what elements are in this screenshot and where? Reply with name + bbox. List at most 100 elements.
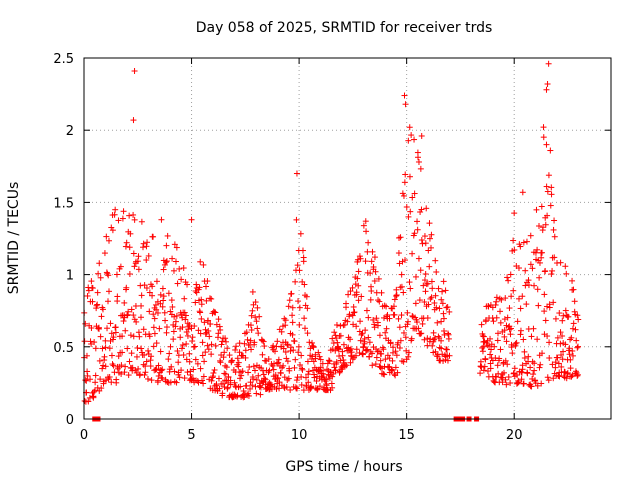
data-point xyxy=(400,329,407,336)
data-point xyxy=(173,244,180,251)
data-point xyxy=(233,343,240,350)
data-point xyxy=(295,343,302,350)
data-point xyxy=(508,341,515,348)
data-point xyxy=(524,369,531,376)
data-point xyxy=(247,322,254,329)
data-point xyxy=(151,330,158,337)
data-point xyxy=(545,377,552,384)
data-point xyxy=(270,342,277,349)
data-point xyxy=(343,362,350,369)
data-point xyxy=(409,250,416,257)
data-point xyxy=(546,301,553,308)
data-point xyxy=(245,390,252,397)
data-point xyxy=(518,376,525,383)
data-point xyxy=(515,295,522,302)
data-point xyxy=(97,274,104,281)
data-point xyxy=(505,277,512,284)
data-point xyxy=(349,312,356,319)
data-point xyxy=(352,352,359,359)
data-point xyxy=(512,340,519,347)
data-point xyxy=(568,373,575,380)
data-point xyxy=(438,337,445,344)
data-point xyxy=(387,339,394,346)
data-point xyxy=(328,380,335,387)
data-point xyxy=(360,222,367,229)
data-point xyxy=(102,377,109,384)
data-point xyxy=(497,346,504,353)
data-point xyxy=(211,366,218,373)
data-point xyxy=(98,313,105,320)
data-point xyxy=(436,344,443,351)
data-point xyxy=(545,172,552,179)
data-point xyxy=(438,345,445,352)
data-point xyxy=(345,291,352,298)
data-point xyxy=(370,264,377,271)
data-point xyxy=(414,226,421,233)
data-point xyxy=(400,289,407,296)
data-point xyxy=(301,281,308,288)
data-point xyxy=(390,344,397,351)
data-point xyxy=(380,346,387,353)
data-point xyxy=(161,261,168,268)
data-point xyxy=(332,332,339,339)
data-point xyxy=(497,308,504,315)
data-point xyxy=(238,372,245,379)
data-point xyxy=(138,292,145,299)
data-point xyxy=(402,101,409,108)
data-point xyxy=(130,250,137,257)
data-point xyxy=(390,303,397,310)
data-point xyxy=(101,353,108,360)
data-point xyxy=(552,364,559,371)
data-point xyxy=(83,352,90,359)
data-point xyxy=(122,243,129,250)
data-point xyxy=(521,354,528,361)
data-point xyxy=(562,263,569,270)
data-point xyxy=(82,320,89,327)
data-point xyxy=(167,308,174,315)
data-point xyxy=(538,380,545,387)
data-point xyxy=(430,329,437,336)
data-point xyxy=(82,377,89,384)
data-point xyxy=(197,258,204,265)
y-tick-label: 1 xyxy=(66,269,74,284)
data-point xyxy=(143,358,150,365)
data-point xyxy=(490,318,497,325)
data-point xyxy=(392,364,399,371)
data-point xyxy=(408,132,415,139)
data-point xyxy=(109,227,116,234)
data-point xyxy=(435,285,442,292)
data-point xyxy=(370,316,377,323)
data-point xyxy=(175,359,182,366)
data-point xyxy=(234,355,241,362)
data-point xyxy=(173,379,180,386)
data-point xyxy=(510,370,517,377)
data-point xyxy=(206,333,213,340)
data-point xyxy=(393,292,400,299)
data-point xyxy=(493,314,500,321)
data-point xyxy=(412,273,419,280)
data-point xyxy=(146,289,153,296)
data-point xyxy=(418,132,425,139)
data-point xyxy=(205,346,212,353)
data-point xyxy=(496,295,503,302)
data-point xyxy=(508,293,515,300)
data-point xyxy=(411,230,418,237)
data-point xyxy=(297,361,304,368)
data-point xyxy=(104,270,111,277)
data-point xyxy=(534,382,541,389)
data-point xyxy=(112,206,119,213)
data-point xyxy=(535,302,542,309)
data-point xyxy=(192,288,199,295)
data-point xyxy=(344,318,351,325)
data-point xyxy=(282,317,289,324)
data-point xyxy=(170,336,177,343)
data-point xyxy=(309,342,316,349)
data-point xyxy=(200,261,207,268)
data-point xyxy=(310,344,317,351)
data-point xyxy=(94,289,101,296)
data-point xyxy=(534,336,541,343)
data-point xyxy=(502,295,509,302)
data-point xyxy=(245,369,252,376)
data-point xyxy=(354,275,361,282)
data-point xyxy=(148,377,155,384)
